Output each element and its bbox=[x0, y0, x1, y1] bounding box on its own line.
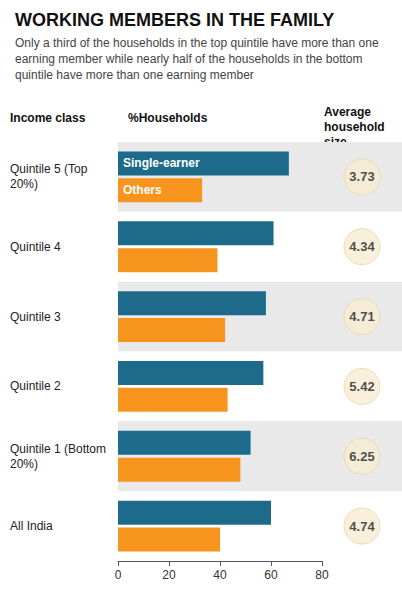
svg-text:Average: Average bbox=[324, 105, 374, 119]
svg-text:20%): 20%) bbox=[10, 457, 38, 471]
svg-text:Quintile 2: Quintile 2 bbox=[10, 379, 61, 393]
svg-text:Quintile 4: Quintile 4 bbox=[10, 240, 61, 254]
svg-text:WORKING MEMBERS IN THE FAMILY: WORKING MEMBERS IN THE FAMILY bbox=[15, 10, 334, 30]
svg-text:40: 40 bbox=[213, 568, 227, 582]
svg-text:Quintile 3: Quintile 3 bbox=[10, 310, 61, 324]
svg-text:0: 0 bbox=[115, 568, 122, 582]
svg-text:Only a third of the households: Only a third of the households in the to… bbox=[15, 36, 382, 50]
svg-text:80: 80 bbox=[315, 568, 329, 582]
svg-text:Single-earner: Single-earner bbox=[123, 156, 200, 170]
svg-text:6.25: 6.25 bbox=[349, 449, 374, 464]
svg-text:4.34: 4.34 bbox=[349, 239, 375, 254]
svg-text:Income class: Income class bbox=[10, 111, 86, 125]
svg-text:earning member while nearly ha: earning member while nearly half of the … bbox=[15, 52, 366, 66]
svg-text:5.42: 5.42 bbox=[349, 379, 374, 394]
svg-text:20: 20 bbox=[162, 568, 176, 582]
svg-text:All India: All India bbox=[10, 519, 53, 533]
svg-text:4.71: 4.71 bbox=[349, 309, 374, 324]
svg-text:Others: Others bbox=[123, 183, 162, 197]
svg-text:20%): 20%) bbox=[10, 177, 38, 191]
svg-text:Quintile 1 (Bottom: Quintile 1 (Bottom bbox=[10, 442, 109, 456]
svg-text:Quintile 5 (Top: Quintile 5 (Top bbox=[10, 162, 91, 176]
svg-text:household: household bbox=[324, 120, 388, 134]
svg-text:3.73: 3.73 bbox=[349, 169, 374, 184]
svg-text:%Households: %Households bbox=[128, 111, 208, 125]
svg-text:4.74: 4.74 bbox=[349, 519, 375, 534]
svg-text:size: size bbox=[324, 134, 347, 149]
svg-text:60: 60 bbox=[264, 568, 278, 582]
svg-text:quintile have more than one ea: quintile have more than one earning memb… bbox=[15, 68, 254, 82]
